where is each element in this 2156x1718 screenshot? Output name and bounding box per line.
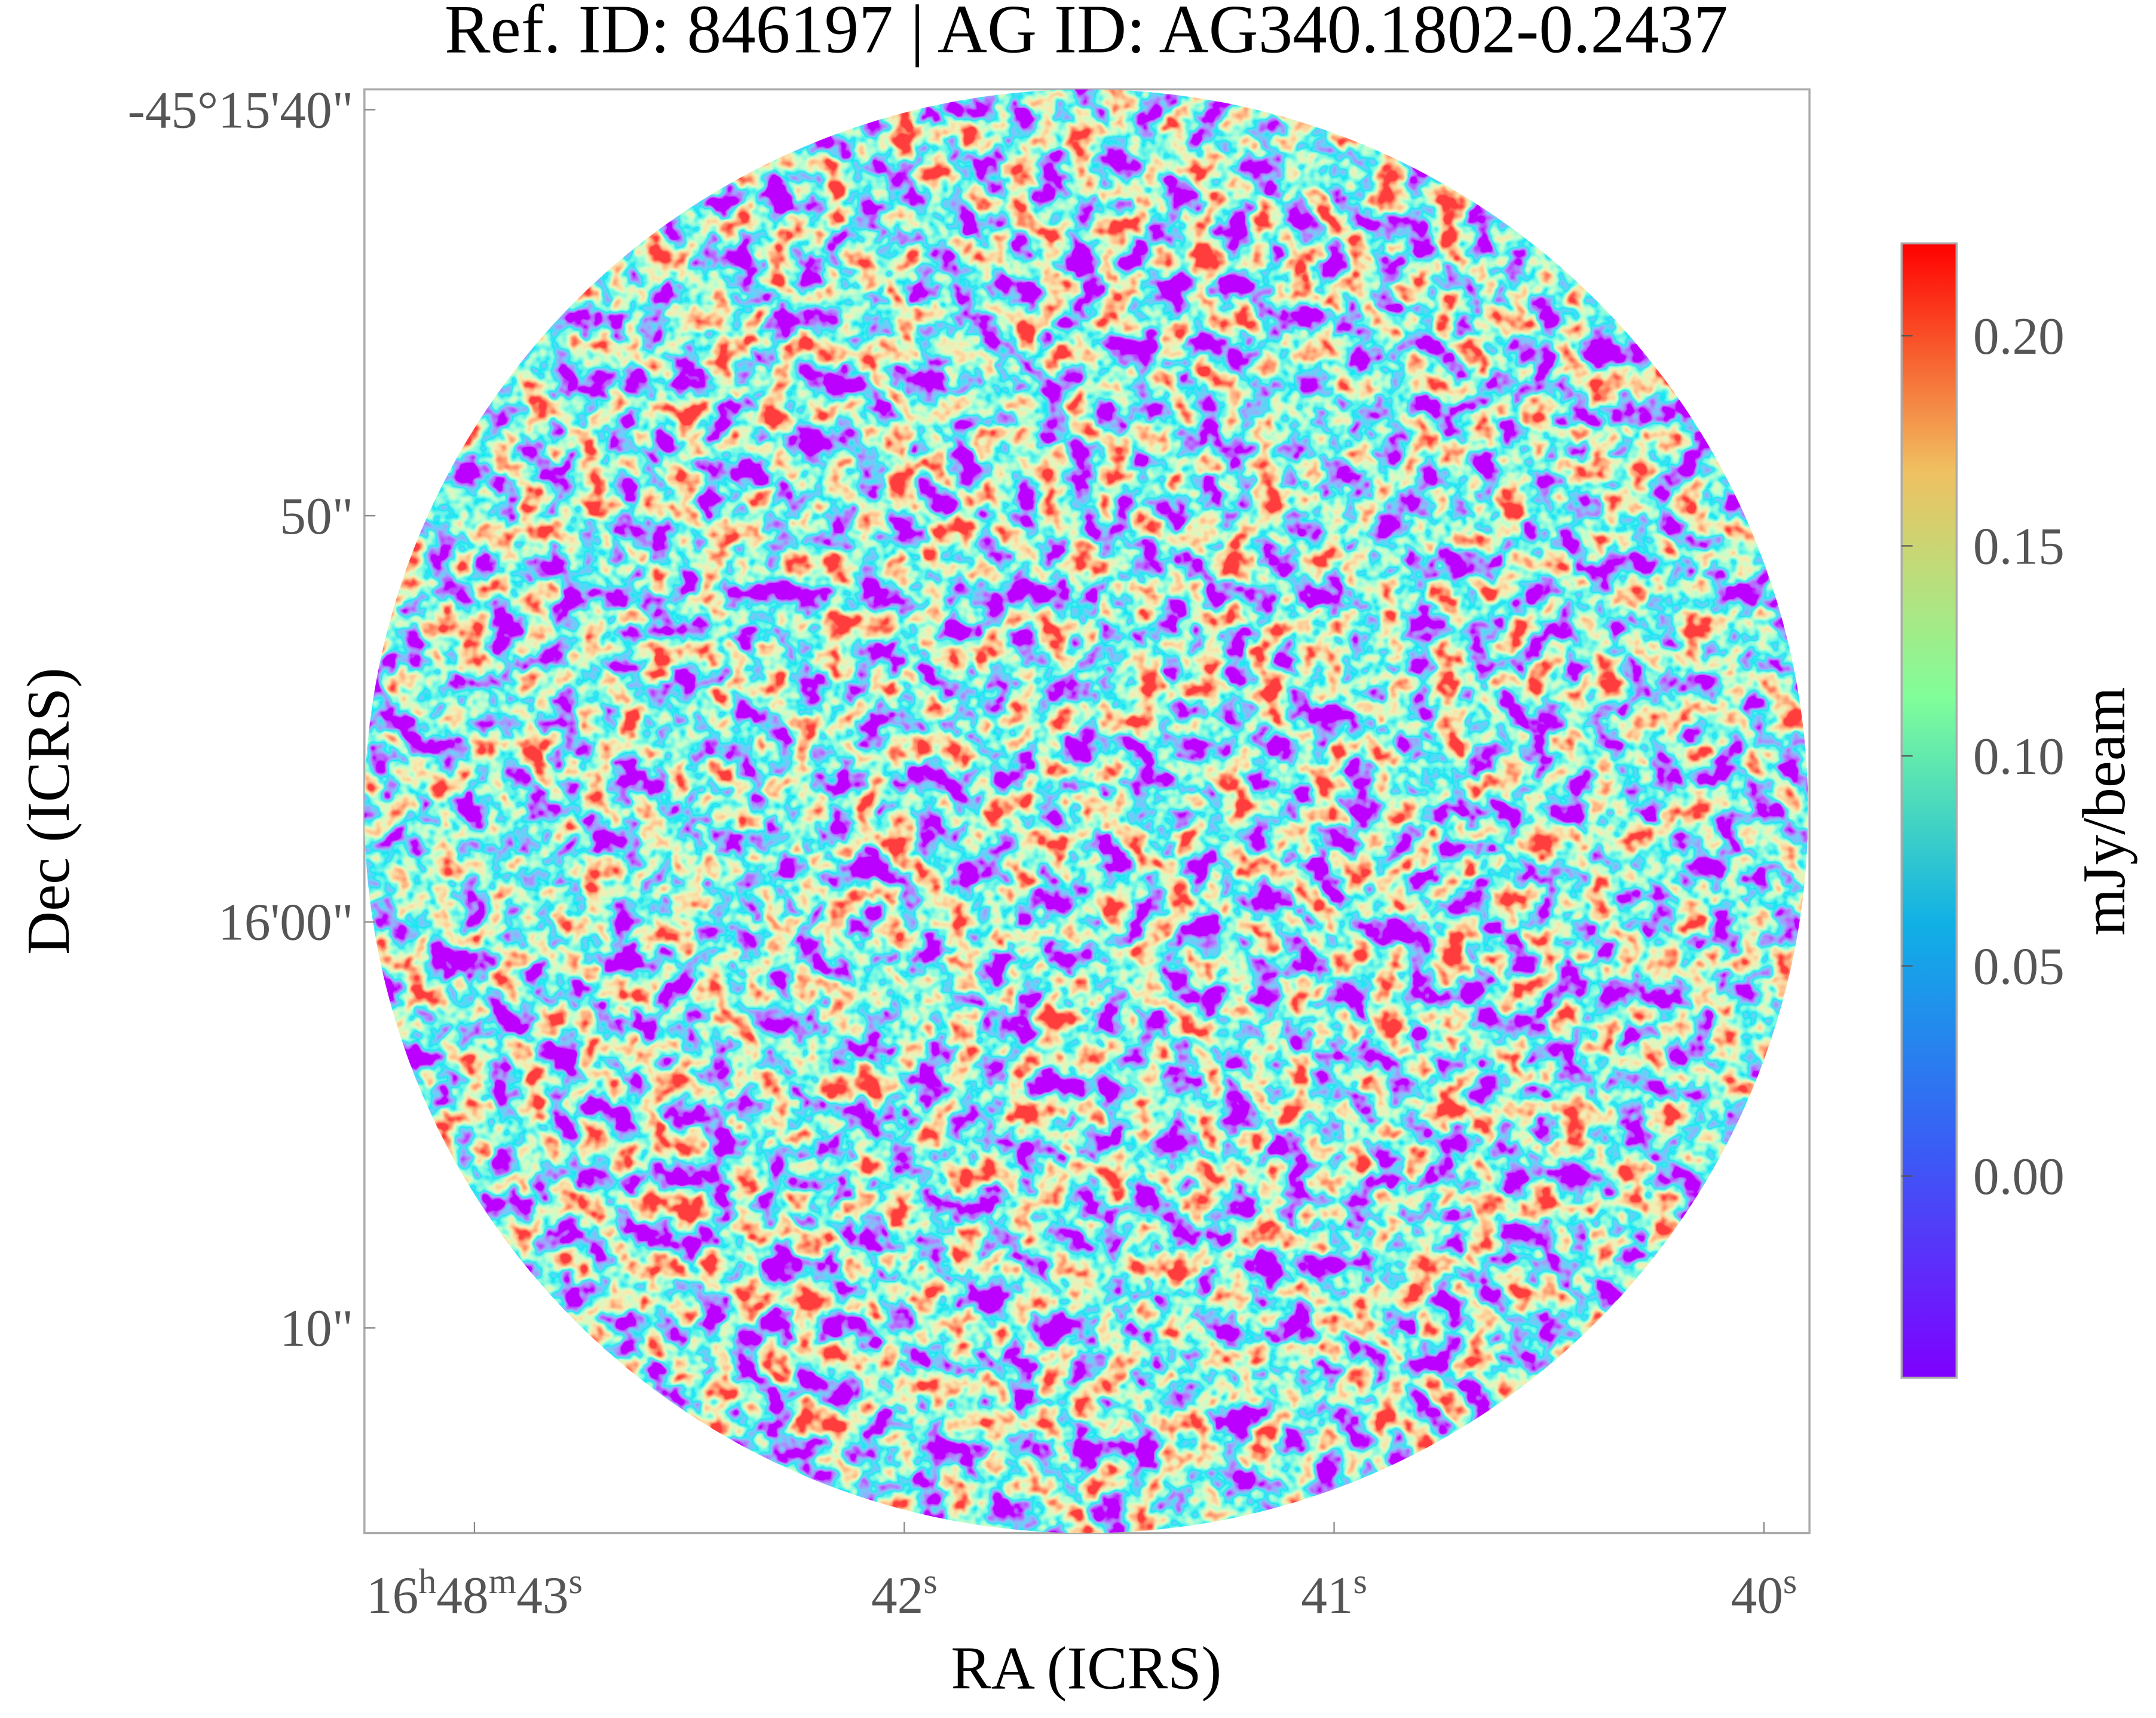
- x-tick-label: 41s: [1301, 1561, 1367, 1624]
- colorbar-label: mJy/beam: [2071, 687, 2137, 935]
- x-tick-label: 40s: [1731, 1561, 1797, 1624]
- image-field: [364, 89, 1808, 1533]
- colorbar: [1900, 242, 1958, 1379]
- y-tick-label: -45°15'40": [128, 81, 354, 139]
- x-axis-label: RA (ICRS): [951, 1635, 1221, 1702]
- colorbar-tick-label: 0.05: [1973, 937, 2065, 995]
- colorbar-tick-label: 0.20: [1973, 307, 2065, 365]
- y-axis-label: Dec (ICRS): [15, 667, 82, 955]
- colorbar-tick-label: 0.15: [1973, 517, 2065, 575]
- x-tick-label: 16h48m43s: [366, 1561, 583, 1624]
- x-tick-label: 42s: [871, 1561, 938, 1624]
- image-pixels: [364, 89, 1808, 1533]
- colorbar-tick-label: 0.00: [1973, 1147, 2065, 1205]
- y-tick-label: 10": [280, 1299, 353, 1357]
- y-tick-label: 16'00": [218, 893, 353, 951]
- chart-title: Ref. ID: 846197 | AG ID: AG340.1802-0.24…: [445, 0, 1728, 67]
- colorbar-tick-label: 0.10: [1973, 727, 2065, 785]
- y-tick-label: 50": [280, 487, 353, 545]
